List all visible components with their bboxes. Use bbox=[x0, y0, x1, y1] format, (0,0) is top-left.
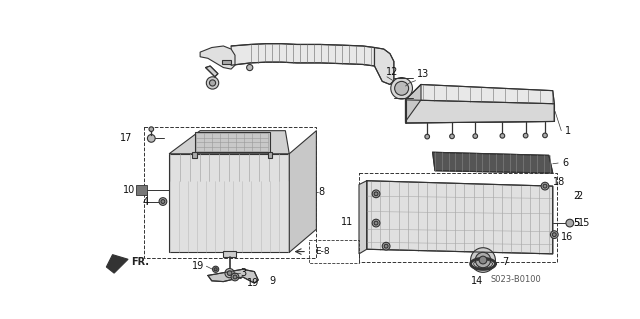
Circle shape bbox=[450, 134, 454, 139]
Text: 12: 12 bbox=[386, 67, 399, 77]
Text: 9: 9 bbox=[270, 276, 276, 286]
Polygon shape bbox=[406, 85, 421, 122]
Text: S023-B0100: S023-B0100 bbox=[491, 275, 541, 284]
Circle shape bbox=[476, 252, 491, 268]
Polygon shape bbox=[406, 85, 554, 123]
Text: 10: 10 bbox=[124, 185, 136, 195]
Bar bbox=[143, 127, 316, 258]
Circle shape bbox=[147, 135, 155, 142]
Text: 8: 8 bbox=[319, 187, 325, 197]
Circle shape bbox=[246, 64, 253, 70]
Text: 14: 14 bbox=[472, 276, 484, 286]
Polygon shape bbox=[200, 46, 235, 69]
Text: FR.: FR. bbox=[131, 257, 149, 267]
Text: 4: 4 bbox=[142, 197, 148, 206]
Circle shape bbox=[206, 77, 219, 89]
Circle shape bbox=[149, 127, 154, 131]
Bar bbox=[308, 240, 359, 263]
Text: 13: 13 bbox=[417, 69, 429, 79]
Polygon shape bbox=[169, 154, 289, 252]
Circle shape bbox=[374, 221, 378, 225]
Circle shape bbox=[374, 192, 378, 196]
Polygon shape bbox=[223, 251, 236, 257]
Circle shape bbox=[566, 219, 573, 227]
Text: 11: 11 bbox=[340, 217, 353, 226]
Circle shape bbox=[214, 268, 217, 271]
Text: 17: 17 bbox=[120, 133, 132, 143]
Circle shape bbox=[209, 80, 216, 86]
Polygon shape bbox=[374, 48, 394, 85]
Circle shape bbox=[372, 190, 380, 198]
Polygon shape bbox=[359, 181, 367, 254]
Circle shape bbox=[233, 275, 237, 279]
Circle shape bbox=[212, 266, 219, 272]
Circle shape bbox=[543, 184, 547, 188]
Text: 16: 16 bbox=[561, 232, 573, 242]
Circle shape bbox=[395, 81, 408, 95]
Polygon shape bbox=[106, 255, 128, 273]
Text: 2: 2 bbox=[573, 191, 580, 201]
Circle shape bbox=[372, 219, 380, 227]
Bar bbox=[136, 185, 147, 195]
Circle shape bbox=[382, 242, 390, 250]
Text: 5: 5 bbox=[573, 218, 580, 228]
Circle shape bbox=[425, 134, 429, 139]
Circle shape bbox=[543, 133, 547, 138]
Text: 15: 15 bbox=[579, 218, 591, 228]
Polygon shape bbox=[208, 269, 259, 283]
Polygon shape bbox=[169, 131, 289, 154]
Circle shape bbox=[227, 271, 232, 275]
Circle shape bbox=[384, 244, 388, 248]
Circle shape bbox=[552, 233, 556, 237]
Polygon shape bbox=[231, 44, 374, 66]
Circle shape bbox=[500, 134, 505, 138]
Circle shape bbox=[524, 133, 528, 138]
Polygon shape bbox=[367, 181, 553, 254]
Text: 19: 19 bbox=[246, 278, 259, 288]
Text: 3: 3 bbox=[241, 268, 246, 278]
Circle shape bbox=[161, 200, 165, 204]
Circle shape bbox=[159, 198, 167, 205]
Polygon shape bbox=[289, 131, 316, 252]
Text: 7: 7 bbox=[502, 256, 509, 267]
Text: E-8: E-8 bbox=[315, 247, 330, 256]
Circle shape bbox=[231, 273, 239, 281]
Circle shape bbox=[550, 231, 558, 239]
Circle shape bbox=[225, 269, 234, 278]
Text: 18: 18 bbox=[553, 177, 565, 187]
Circle shape bbox=[470, 248, 495, 272]
Circle shape bbox=[473, 134, 477, 138]
Polygon shape bbox=[205, 66, 218, 77]
Text: 2: 2 bbox=[576, 191, 582, 201]
Text: 1: 1 bbox=[565, 126, 572, 136]
Bar bbox=[222, 60, 231, 64]
Text: 5: 5 bbox=[573, 218, 580, 228]
Polygon shape bbox=[268, 152, 272, 159]
Circle shape bbox=[391, 78, 412, 99]
Polygon shape bbox=[433, 152, 553, 173]
Polygon shape bbox=[193, 152, 197, 159]
Bar bbox=[359, 173, 557, 262]
Polygon shape bbox=[406, 100, 554, 123]
Polygon shape bbox=[195, 132, 270, 152]
Circle shape bbox=[541, 182, 549, 190]
Text: 19: 19 bbox=[192, 261, 204, 271]
Circle shape bbox=[479, 256, 487, 264]
Text: 6: 6 bbox=[562, 158, 568, 168]
